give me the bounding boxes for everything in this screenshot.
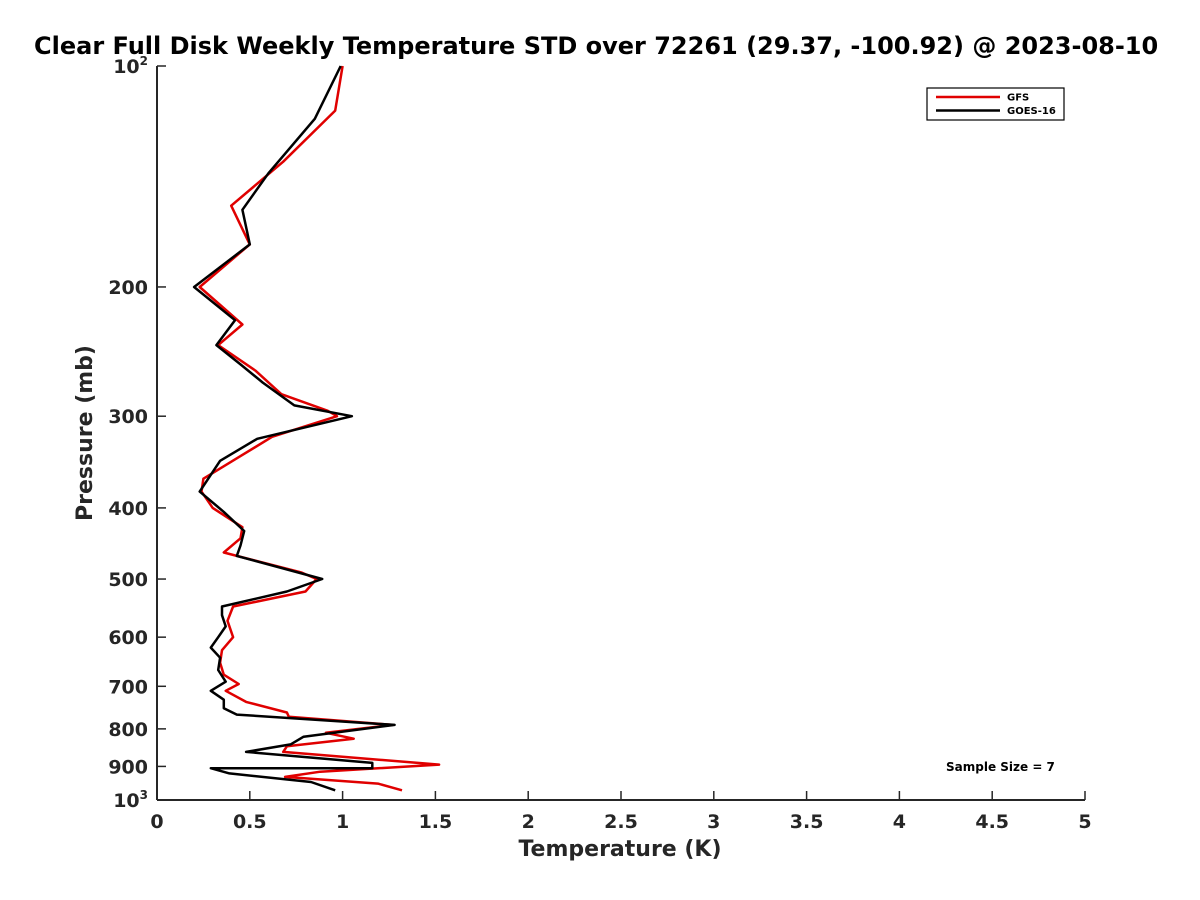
y-tick-label: 500 xyxy=(108,569,148,591)
series-line-goes16 xyxy=(192,65,396,792)
x-tick-label: 2 xyxy=(522,811,535,833)
chart-title: Clear Full Disk Weekly Temperature STD o… xyxy=(34,32,1158,60)
x-tick-label: 1.5 xyxy=(419,811,453,833)
y-tick-label: 700 xyxy=(108,676,148,698)
x-tick-label: 3 xyxy=(707,811,720,833)
axes xyxy=(156,65,1086,801)
y-tick-label: 300 xyxy=(108,406,148,428)
x-tick-label: 2.5 xyxy=(604,811,638,833)
legend-label-gfs: GFS xyxy=(1007,93,1029,104)
y-tick-label: 400 xyxy=(108,498,148,520)
x-tick-label: 5 xyxy=(1078,811,1091,833)
y-tick-label: 102 xyxy=(113,54,148,78)
legend-label-goes16: GOES-16 xyxy=(1007,106,1056,117)
y-tick-label: 200 xyxy=(108,277,148,299)
tick-labels: 0 0.5 1 1.5 2 2.5 3 3.5 4 4.5 5 102 200 300 400 500 600 7… xyxy=(108,54,1091,833)
y-tick-label: 103 xyxy=(113,788,148,812)
x-tick-label: 0 xyxy=(150,811,163,833)
sample-size-annotation: Sample Size = 7 xyxy=(946,760,1055,774)
y-axis-label: Pressure (mb) xyxy=(73,345,98,521)
y-tick-label: 800 xyxy=(108,719,148,741)
legend: GFS GOES-16 xyxy=(926,87,1065,121)
x-tick-label: 4 xyxy=(893,811,906,833)
x-tick-label: 1 xyxy=(336,811,349,833)
x-tick-label: 4.5 xyxy=(975,811,1009,833)
x-tick-label: 3.5 xyxy=(790,811,824,833)
y-tick-label: 600 xyxy=(108,627,148,649)
series-line-gfs xyxy=(198,65,441,792)
y-tick-label: 900 xyxy=(108,756,148,778)
x-tick-label: 0.5 xyxy=(233,811,267,833)
legend-box xyxy=(926,87,1065,121)
x-axis-label: Temperature (K) xyxy=(518,837,721,862)
series-layer xyxy=(192,65,441,792)
